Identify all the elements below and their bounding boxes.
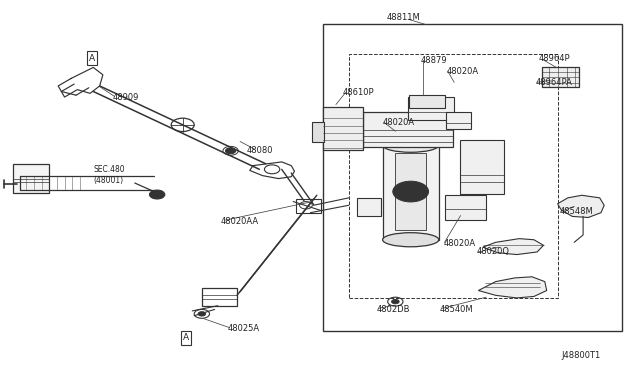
Bar — [396, 153, 426, 231]
Text: 48020AA: 48020AA — [221, 217, 259, 226]
Bar — [445, 195, 486, 220]
Bar — [364, 112, 453, 147]
Text: 48964PA: 48964PA — [536, 78, 573, 87]
Ellipse shape — [383, 233, 439, 247]
Text: 4802DB: 4802DB — [376, 305, 410, 314]
Bar — [357, 198, 381, 217]
Bar — [323, 107, 363, 150]
Ellipse shape — [383, 138, 439, 152]
Text: 48020A: 48020A — [444, 239, 476, 248]
Text: 48964P: 48964P — [538, 54, 570, 62]
Bar — [461, 140, 504, 194]
Circle shape — [392, 299, 399, 304]
Text: A: A — [89, 54, 95, 62]
Polygon shape — [483, 238, 543, 254]
Text: 48879: 48879 — [421, 56, 447, 65]
Bar — [312, 122, 324, 142]
Text: 48020Q: 48020Q — [476, 247, 509, 256]
Text: 48811M: 48811M — [387, 13, 421, 22]
Circle shape — [198, 312, 205, 316]
Text: 48080: 48080 — [246, 146, 273, 155]
Circle shape — [152, 192, 163, 198]
Text: 48540M: 48540M — [440, 305, 474, 314]
Bar — [13, 164, 49, 193]
Text: 48548M: 48548M — [559, 207, 593, 216]
Polygon shape — [557, 195, 604, 218]
Circle shape — [150, 190, 165, 199]
Text: 48025A: 48025A — [227, 324, 260, 333]
Circle shape — [225, 148, 236, 154]
Bar — [383, 145, 439, 240]
Text: SEC.480: SEC.480 — [93, 165, 125, 174]
Bar — [349, 54, 558, 298]
Text: 48610P: 48610P — [342, 88, 374, 97]
Bar — [542, 67, 579, 87]
Text: 48020A: 48020A — [383, 118, 415, 127]
Text: 48909: 48909 — [113, 93, 139, 102]
Text: A: A — [183, 333, 189, 343]
Text: 48020A: 48020A — [447, 67, 479, 76]
Bar — [323, 25, 622, 331]
Text: (48001): (48001) — [93, 176, 124, 185]
Bar — [410, 95, 445, 108]
Circle shape — [401, 186, 420, 197]
Polygon shape — [478, 277, 547, 298]
Circle shape — [393, 181, 429, 202]
Bar — [408, 97, 454, 120]
Text: J48800T1: J48800T1 — [561, 351, 601, 360]
Bar — [202, 288, 237, 307]
Bar — [296, 199, 321, 214]
Bar — [447, 112, 470, 129]
